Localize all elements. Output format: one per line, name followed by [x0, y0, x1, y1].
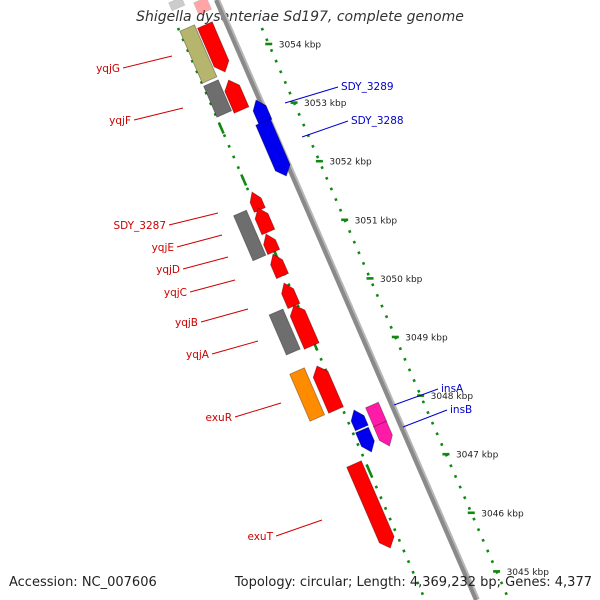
yqjF-gene-block — [203, 79, 233, 118]
gene-label-SDY_3287: SDY_3287 — [113, 220, 166, 232]
tick-layer: 3054 kbp 3053 kbp 3052 kbp 3051 kbp 3050 kbp… — [176, 27, 550, 600]
gene-label-leader — [168, 212, 219, 226]
gene-label-leader — [284, 86, 339, 104]
gene-label-leader — [301, 120, 349, 138]
inner-major-tick — [240, 173, 248, 187]
insB-gene-arrow — [355, 426, 375, 453]
gene-label-yqjF: yqjF — [109, 115, 131, 127]
exuR-gene-block — [289, 367, 326, 422]
yqjE-gene-block — [233, 209, 267, 262]
gene-label-leader — [176, 234, 223, 248]
inner-major-tick — [217, 121, 225, 135]
gene-label-yqjE: yqjE — [152, 242, 174, 254]
insA-gene-arrow — [350, 409, 369, 432]
gene-label-SDY_3289: SDY_3289 — [341, 81, 394, 93]
gene-label-yqjA: yqjA — [186, 349, 210, 361]
kbp-tick-label: 3051 kbp — [355, 216, 398, 226]
yqjG-gene-arrow — [196, 21, 230, 73]
gene-label-leader — [211, 340, 259, 355]
SDY_3288-gene-arrow — [255, 118, 291, 177]
gene-label-SDY_3288: SDY_3288 — [351, 115, 404, 127]
gene-label-leader — [133, 107, 184, 121]
gene-label-leader — [182, 256, 229, 270]
gene-layer — [168, 0, 395, 549]
kbp-tick-label: 3049 kbp — [405, 334, 448, 344]
yqjF-gene-arrow — [224, 79, 250, 114]
backbone-line — [214, 0, 478, 600]
yqjD-gene-arrow — [263, 233, 281, 256]
kbp-tick-label: 3046 kbp — [481, 509, 524, 519]
insB-gene-block — [373, 420, 393, 447]
yqjA-gene-block — [268, 308, 301, 356]
gene-label-leader — [402, 409, 448, 428]
gene-label-yqjD: yqjD — [156, 264, 180, 276]
kbp-tick-label: 3052 kbp — [329, 158, 372, 168]
gene-label-yqjC: yqjC — [164, 287, 187, 299]
label-layer: yqjG yqjF SDY_3287 yqjE yqjD yqjC yqjB yqjA exuR… — [96, 55, 472, 543]
gene-label-yqjB: yqjB — [175, 317, 198, 329]
kbp-tick-label: 3047 kbp — [456, 451, 499, 461]
yqjA-gene-arrow — [289, 304, 320, 350]
gene-label-exuR: exuR — [206, 412, 232, 424]
kbp-tick-label: 3053 kbp — [304, 99, 347, 109]
insA-gene-block — [365, 401, 388, 428]
exuR-gene-arrow — [312, 365, 344, 414]
inner-major-tick — [365, 463, 373, 477]
map-title: Shigella dysenteriae Sd197, complete gen… — [136, 9, 464, 25]
gene-label-exuT: exuT — [247, 531, 273, 543]
exuT-gene-arrow — [346, 460, 395, 549]
backbone-layer — [214, 0, 480, 600]
kbp-tick-label: 3045 kbp — [507, 568, 550, 578]
kbp-tick-label: 3050 kbp — [380, 275, 423, 285]
gene-label-leader — [234, 402, 282, 418]
gene-arrow-faded — [193, 0, 213, 16]
yqjE-gene-arrow — [254, 207, 276, 236]
gene-label-yqjG: yqjG — [96, 63, 120, 75]
topology-text: Topology: circular; Length: 4,369,232 bp… — [234, 575, 592, 590]
yqjB-gene-arrow — [281, 282, 301, 310]
gene-label-leader — [189, 279, 236, 293]
yqjG-gene-block — [179, 24, 218, 84]
gene-label-insA: insA — [441, 383, 464, 395]
accession-text: Accession: NC_007606 — [9, 575, 157, 590]
gene-block-faded — [168, 0, 186, 12]
gene-label-leader — [275, 519, 323, 537]
kbp-tick-label: 3048 kbp — [431, 392, 474, 402]
gene-label-leader — [393, 388, 439, 406]
gene-label-leader — [200, 308, 249, 323]
kbp-tick-label: 3054 kbp — [279, 41, 322, 51]
yqjC-gene-arrow — [270, 253, 290, 280]
gene-label-insB: insB — [450, 404, 472, 416]
gene-label-leader — [122, 55, 173, 69]
